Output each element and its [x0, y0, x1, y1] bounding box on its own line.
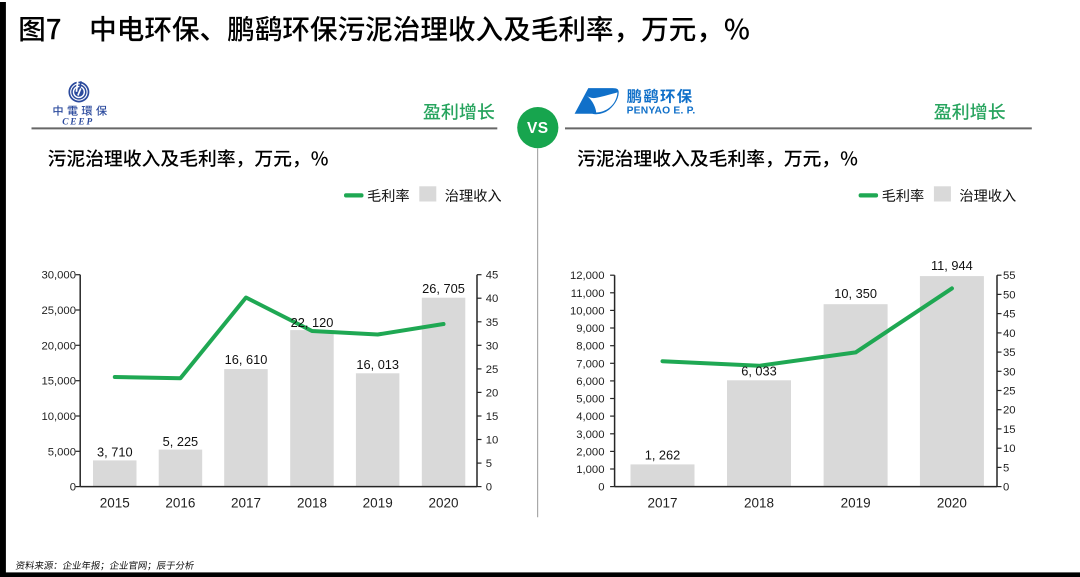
svg-text:CEEP: CEEP: [62, 117, 94, 127]
svg-text:10, 350: 10, 350: [834, 286, 877, 301]
svg-text:10,000: 10,000: [41, 411, 76, 423]
svg-text:VS: VS: [527, 120, 549, 137]
svg-text:2018: 2018: [744, 495, 774, 510]
svg-text:0: 0: [486, 482, 492, 494]
svg-text:8,000: 8,000: [576, 341, 604, 353]
svg-text:2017: 2017: [647, 495, 677, 510]
svg-text:45: 45: [1003, 309, 1016, 321]
svg-text:30,000: 30,000: [41, 270, 76, 282]
svg-text:2020: 2020: [428, 495, 458, 510]
svg-text:55: 55: [1003, 270, 1016, 282]
svg-text:2015: 2015: [100, 495, 130, 510]
svg-text:16, 013: 16, 013: [356, 357, 399, 372]
svg-text:5: 5: [1003, 462, 1009, 474]
svg-text:0: 0: [1003, 482, 1009, 494]
svg-text:5,000: 5,000: [576, 394, 604, 406]
svg-text:16, 610: 16, 610: [225, 352, 268, 367]
svg-text:2018: 2018: [297, 495, 327, 510]
svg-text:2019: 2019: [363, 495, 393, 510]
svg-text:2017: 2017: [231, 495, 261, 510]
svg-text:50: 50: [1003, 289, 1016, 301]
svg-text:15: 15: [1003, 424, 1016, 436]
svg-text:22, 120: 22, 120: [291, 315, 334, 330]
svg-text:25: 25: [486, 364, 499, 376]
svg-text:0: 0: [70, 482, 76, 494]
svg-text:35: 35: [1003, 347, 1016, 359]
svg-text:20: 20: [1003, 405, 1016, 417]
svg-text:10: 10: [1003, 443, 1016, 455]
svg-text:10: 10: [486, 435, 499, 447]
svg-text:6, 033: 6, 033: [741, 363, 777, 378]
svg-text:26, 705: 26, 705: [422, 281, 465, 296]
svg-text:25,000: 25,000: [41, 305, 76, 317]
svg-text:5, 225: 5, 225: [163, 434, 199, 449]
svg-text:0: 0: [598, 482, 604, 494]
svg-text:45: 45: [486, 270, 499, 282]
svg-text:2016: 2016: [165, 495, 195, 510]
svg-text:12,000: 12,000: [570, 270, 605, 282]
svg-text:5: 5: [486, 458, 492, 470]
svg-text:3,000: 3,000: [576, 429, 604, 441]
svg-text:3, 710: 3, 710: [97, 445, 133, 460]
svg-text:10,000: 10,000: [570, 305, 605, 317]
svg-text:2019: 2019: [841, 495, 871, 510]
svg-text:2020: 2020: [937, 495, 967, 510]
svg-text:35: 35: [486, 317, 499, 329]
svg-text:2,000: 2,000: [576, 446, 604, 458]
svg-text:1, 262: 1, 262: [645, 447, 681, 462]
svg-text:7,000: 7,000: [576, 358, 604, 370]
svg-text:15,000: 15,000: [41, 376, 76, 388]
svg-text:6,000: 6,000: [576, 376, 604, 388]
svg-text:40: 40: [1003, 328, 1016, 340]
svg-text:30: 30: [1003, 366, 1016, 378]
svg-text:11, 944: 11, 944: [931, 258, 973, 273]
svg-text:25: 25: [1003, 386, 1016, 398]
svg-text:30: 30: [486, 340, 499, 352]
svg-text:20: 20: [486, 387, 499, 399]
svg-text:5,000: 5,000: [48, 446, 76, 458]
svg-text:9,000: 9,000: [576, 323, 604, 335]
svg-text:11,000: 11,000: [571, 288, 605, 300]
svg-text:15: 15: [486, 411, 499, 423]
svg-text:20,000: 20,000: [41, 340, 76, 352]
svg-text:1,000: 1,000: [576, 464, 604, 476]
svg-text:4,000: 4,000: [576, 411, 604, 423]
svg-text:PENYAO E. P.: PENYAO E. P.: [627, 106, 696, 117]
svg-text:40: 40: [486, 293, 499, 305]
